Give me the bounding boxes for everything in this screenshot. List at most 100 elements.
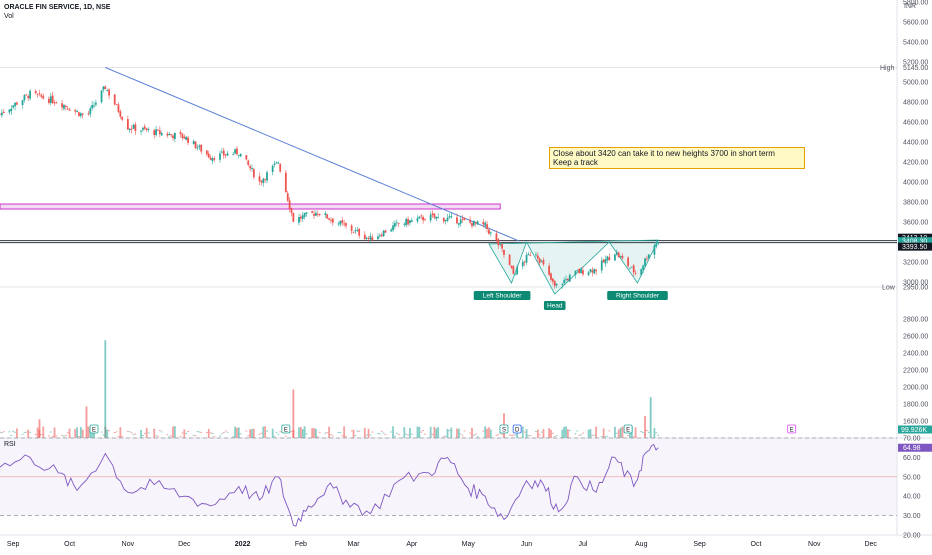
- candle-body: [580, 268, 582, 274]
- volume-bar: [8, 431, 11, 433]
- candle-body: [337, 223, 340, 225]
- volume-bar: [463, 430, 466, 432]
- candle-body: [160, 132, 163, 136]
- candle-body: [642, 265, 645, 270]
- event-marker-label: S: [502, 427, 506, 433]
- annotation-note[interactable]: Close about 3420 can take it to new heig…: [549, 147, 805, 169]
- candle-body: [198, 145, 201, 148]
- event-marker: E: [281, 424, 291, 434]
- volume-bar: [469, 432, 472, 434]
- volume-bar: [160, 431, 163, 433]
- price-label-bg: [898, 237, 932, 246]
- volume-bar: [619, 427, 622, 438]
- vol-label[interactable]: Vol: [4, 13, 14, 20]
- rsi-title: RSI: [4, 441, 16, 448]
- candle-body: [128, 128, 131, 131]
- volume-bar: [448, 430, 451, 432]
- symbol-title[interactable]: ORACLE FIN SERVICE, 1D, NSE: [4, 4, 111, 11]
- volume-bar: [655, 432, 658, 434]
- volume-bar: [262, 426, 265, 438]
- candle-body: [222, 150, 225, 156]
- volume-bar: [568, 430, 571, 432]
- candle-body: [38, 93, 41, 94]
- volume-bar: [47, 435, 50, 437]
- candle-body: [271, 165, 274, 172]
- candle-body: [290, 208, 293, 213]
- volume-bar: [279, 431, 282, 433]
- volume-bar: [61, 434, 63, 436]
- rsi-tick-label: 40.00: [903, 494, 921, 501]
- candle-body: [224, 154, 227, 156]
- volume-bar: [397, 434, 400, 436]
- volume-bar: [382, 432, 385, 434]
- volume-bar: [315, 428, 317, 438]
- volume-bar: [113, 432, 116, 434]
- price-tick-label: 5400.00: [903, 40, 928, 47]
- volume-bar: [10, 435, 13, 437]
- candle-body: [25, 94, 28, 96]
- volume-spike: [649, 397, 652, 438]
- candle-body: [166, 133, 169, 136]
- candle-body: [410, 220, 413, 222]
- candle-body: [486, 224, 488, 229]
- candle-body: [469, 219, 472, 223]
- volume-bar: [525, 429, 528, 438]
- volume-bar: [236, 427, 238, 438]
- volume-bar: [377, 433, 379, 435]
- candle-body: [273, 163, 276, 166]
- volume-bar: [614, 426, 616, 438]
- candle-body: [527, 253, 530, 256]
- candle-body: [576, 270, 579, 271]
- volume-bar: [593, 434, 596, 436]
- candle-body: [647, 254, 650, 259]
- candle-body: [523, 261, 526, 263]
- candle-body: [173, 132, 176, 140]
- pattern-label: Head: [547, 303, 563, 310]
- candle-body: [262, 178, 265, 184]
- candle-body: [252, 169, 255, 178]
- volume-bar: [542, 428, 545, 438]
- volume-bar: [497, 434, 500, 436]
- rsi-last-bg: [898, 443, 932, 452]
- volume-bar: [301, 429, 304, 438]
- candle-body: [21, 100, 24, 106]
- time-tick-label: Jun: [521, 541, 532, 548]
- volume-bar: [378, 433, 381, 435]
- volume-bar: [0, 432, 3, 434]
- volume-bar: [79, 427, 82, 438]
- candle-body: [380, 234, 383, 237]
- volume-bar: [145, 427, 148, 438]
- volume-bar: [591, 434, 594, 436]
- volume-bar: [330, 434, 332, 436]
- volume-bar: [187, 430, 189, 432]
- volume-bar: [237, 427, 240, 438]
- event-marker-label: E: [284, 427, 288, 433]
- time-tick-label: Sep: [7, 541, 20, 548]
- volume-bar: [181, 432, 184, 434]
- volume-bar: [600, 436, 603, 438]
- volume-bar: [36, 427, 39, 438]
- volume-bar: [49, 431, 52, 433]
- volume-bar: [457, 428, 460, 438]
- volume-bar: [352, 429, 355, 438]
- volume-bar: [640, 431, 643, 433]
- candle-body: [286, 193, 289, 201]
- candle-body: [627, 257, 629, 267]
- time-tick-label: Dec: [178, 541, 191, 548]
- event-marker: S: [499, 424, 509, 434]
- candle-body: [89, 108, 92, 115]
- volume-bar: [298, 427, 300, 438]
- annotation-line-1: Close about 3420 can take it to new heig…: [553, 149, 775, 158]
- candle-body: [634, 272, 637, 274]
- candle-body: [68, 109, 71, 111]
- volume-bar: [645, 430, 648, 432]
- candle-body: [553, 280, 556, 287]
- volume-bar: [587, 429, 590, 438]
- volume-spike: [644, 415, 646, 438]
- candle-body: [42, 96, 45, 99]
- candle-body: [251, 167, 253, 169]
- volume-bar: [424, 433, 426, 435]
- currency-label: INR: [904, 3, 917, 10]
- volume-tick-label: 2200.00: [903, 368, 928, 375]
